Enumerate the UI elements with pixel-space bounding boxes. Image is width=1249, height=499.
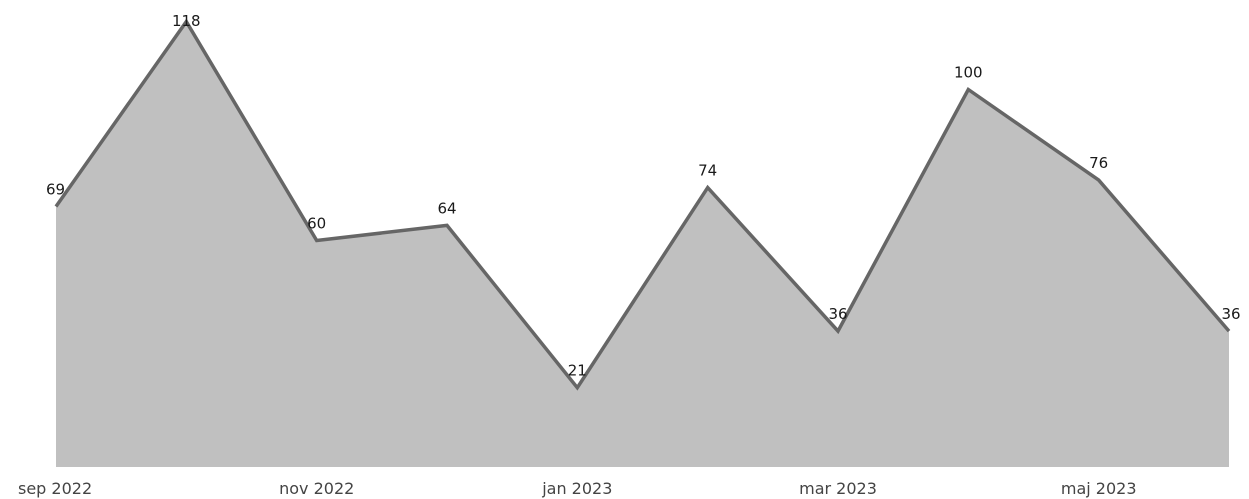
x-axis: sep 2022 nov 2022 jan 2023 mar 2023 maj 2023 [18, 479, 1137, 498]
data-label: 100 [954, 64, 983, 82]
data-label: 118 [172, 12, 201, 30]
x-tick-label: mar 2023 [799, 479, 877, 498]
x-tick-label: maj 2023 [1061, 479, 1137, 498]
x-tick-label: nov 2022 [279, 479, 354, 498]
x-tick-label: sep 2022 [18, 479, 92, 498]
series-line [54, 18, 1231, 391]
data-label: 64 [437, 199, 456, 217]
data-label: 76 [1089, 154, 1108, 172]
data-label: 69 [46, 181, 65, 199]
data-label: 36 [1221, 305, 1240, 323]
x-tick-label: jan 2023 [541, 479, 612, 498]
data-labels: 69 118 60 64 21 74 36 100 76 36 [46, 12, 1241, 380]
data-label: 74 [698, 162, 717, 180]
data-label: 21 [568, 362, 587, 380]
data-label: 36 [828, 305, 847, 323]
data-label: 60 [307, 215, 326, 233]
series-area-fill [56, 21, 1229, 467]
